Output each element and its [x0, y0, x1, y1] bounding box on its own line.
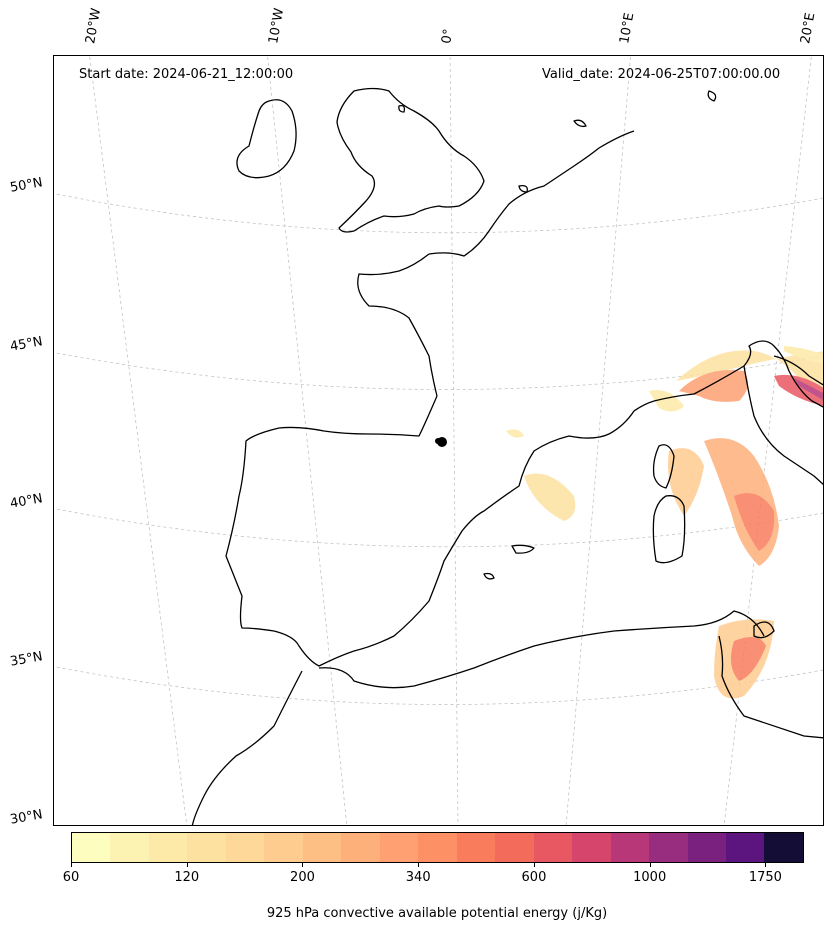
colorbar-segment-6	[302, 833, 342, 862]
colorbar-segment-8	[379, 833, 419, 862]
colorbar-tick-label: 120	[174, 870, 200, 885]
colorbar-segment-2	[148, 833, 188, 862]
lat-label-35n: 35°N	[8, 649, 44, 670]
colorbar-tick-mark	[418, 863, 420, 867]
colorbar-tick-label: 200	[290, 870, 315, 885]
ireland-coast	[236, 99, 297, 179]
colorbar-segment-13	[572, 833, 611, 862]
colorbar-segment-11	[495, 833, 534, 862]
colorbar-segment-3	[187, 833, 226, 862]
colorbar-tick-label: 340	[405, 870, 431, 885]
colorbar-segment-17	[725, 833, 765, 862]
start-date-annotation: Start date: 2024-06-21_12:00:00	[79, 67, 294, 82]
lon-label-10w: 10°W	[266, 7, 288, 46]
lat-label-40n: 40°N	[8, 491, 44, 512]
coastlines	[191, 87, 823, 825]
colorbar-tick-mark	[186, 863, 188, 867]
colorbar-segment-5	[264, 833, 303, 862]
colorbar-segment-1	[110, 833, 149, 862]
map-panel	[53, 55, 824, 826]
ibiza-coast	[483, 572, 495, 580]
colorbar	[71, 832, 804, 863]
lat-label-50n: 50°N	[8, 175, 44, 196]
morocco-coast	[191, 670, 303, 825]
colorbar-segment-18	[764, 833, 803, 862]
colorbar-segment-0	[72, 833, 111, 862]
lat-label-30n: 30°N	[8, 807, 44, 828]
colorbar-tick-label: 60	[62, 870, 80, 885]
sardinia-coast	[652, 495, 686, 564]
colorbar-tick-label: 1000	[633, 870, 667, 885]
valid-date-annotation: Valid_date: 2024-06-25T07:00:00.00	[542, 67, 781, 82]
lat-label-45n: 45°N	[8, 334, 44, 355]
lon-label-20e: 20°E	[798, 11, 819, 45]
adriatic-coast	[773, 355, 823, 386]
colorbar-tick-mark	[302, 863, 304, 867]
lon-label-20w: 20°W	[83, 7, 105, 46]
map-svg	[54, 56, 823, 825]
colorbar-segment-4	[225, 833, 265, 862]
france-atlantic-coast	[357, 253, 438, 397]
iberia-coast	[225, 395, 655, 667]
colorbar-tick-mark	[649, 863, 651, 867]
colorbar-tick-mark	[765, 863, 767, 867]
mallorca-coast	[511, 544, 535, 554]
corsica-coast	[652, 444, 675, 489]
great-britain-coast	[336, 87, 485, 233]
north-coast	[428, 130, 635, 257]
colorbar-segment-10	[456, 833, 496, 862]
colorbar-segment-12	[533, 833, 573, 862]
colorbar-label: 925 hPa convective available potential e…	[266, 906, 608, 921]
colorbar-segment-16	[687, 833, 726, 862]
lon-label-10e: 10°E	[617, 11, 638, 45]
colorbar-tick-mark	[71, 863, 72, 867]
colorbar-segment-7	[341, 833, 380, 862]
colorbar-segment-15	[649, 833, 688, 862]
north-africa-coast	[318, 610, 765, 689]
colorbar-tick-label: 600	[521, 870, 547, 885]
lon-label-0: 0°	[439, 27, 457, 45]
italy-north-coast	[653, 340, 823, 408]
cape-shading	[506, 346, 823, 699]
colorbar-tick-mark	[533, 863, 535, 867]
colorbar-segment-14	[610, 833, 650, 862]
colorbar-segment-9	[418, 833, 457, 862]
italy-west-coast	[743, 365, 823, 486]
tunisia-coast	[718, 635, 823, 739]
colorbar-tick-label: 1750	[748, 870, 782, 885]
sicily-coast	[753, 621, 775, 639]
